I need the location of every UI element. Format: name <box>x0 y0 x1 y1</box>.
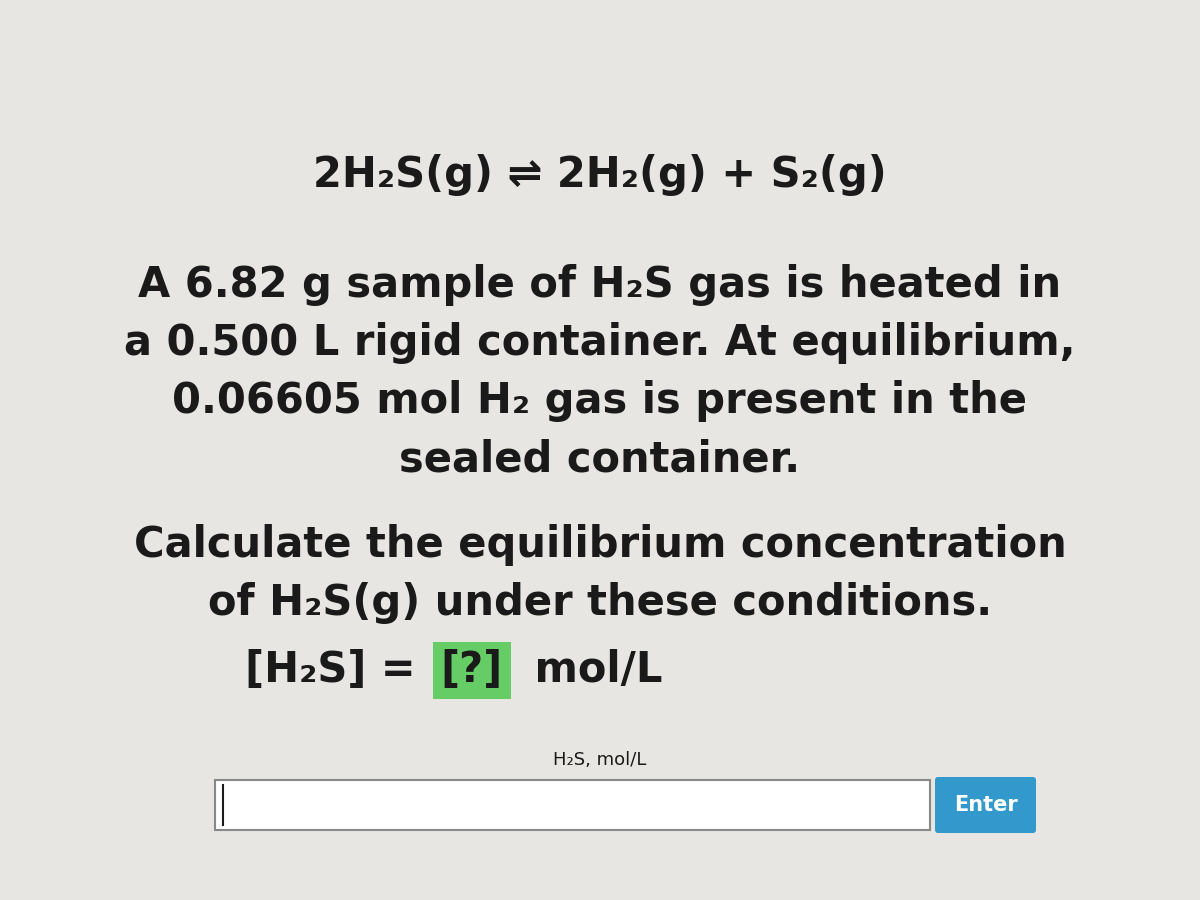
Text: [H₂S] =: [H₂S] = <box>245 649 430 691</box>
Text: mol/L: mol/L <box>520 649 662 691</box>
Text: a 0.500 L rigid container. At equilibrium,: a 0.500 L rigid container. At equilibriu… <box>125 322 1075 364</box>
Text: 2H₂S(g) ⇌ 2H₂(g) + S₂(g): 2H₂S(g) ⇌ 2H₂(g) + S₂(g) <box>313 154 887 196</box>
Text: [?]: [?] <box>440 649 503 691</box>
Text: Calculate the equilibrium concentration: Calculate the equilibrium concentration <box>133 524 1067 566</box>
Text: A 6.82 g sample of H₂S gas is heated in: A 6.82 g sample of H₂S gas is heated in <box>138 264 1062 306</box>
Text: 0.06605 mol H₂ gas is present in the: 0.06605 mol H₂ gas is present in the <box>173 380 1027 422</box>
Text: of H₂S(g) under these conditions.: of H₂S(g) under these conditions. <box>208 582 992 624</box>
Text: H₂S, mol/L: H₂S, mol/L <box>553 751 647 769</box>
FancyBboxPatch shape <box>935 777 1036 833</box>
FancyBboxPatch shape <box>215 780 930 830</box>
Text: Enter: Enter <box>954 795 1018 815</box>
Text: sealed container.: sealed container. <box>400 438 800 480</box>
